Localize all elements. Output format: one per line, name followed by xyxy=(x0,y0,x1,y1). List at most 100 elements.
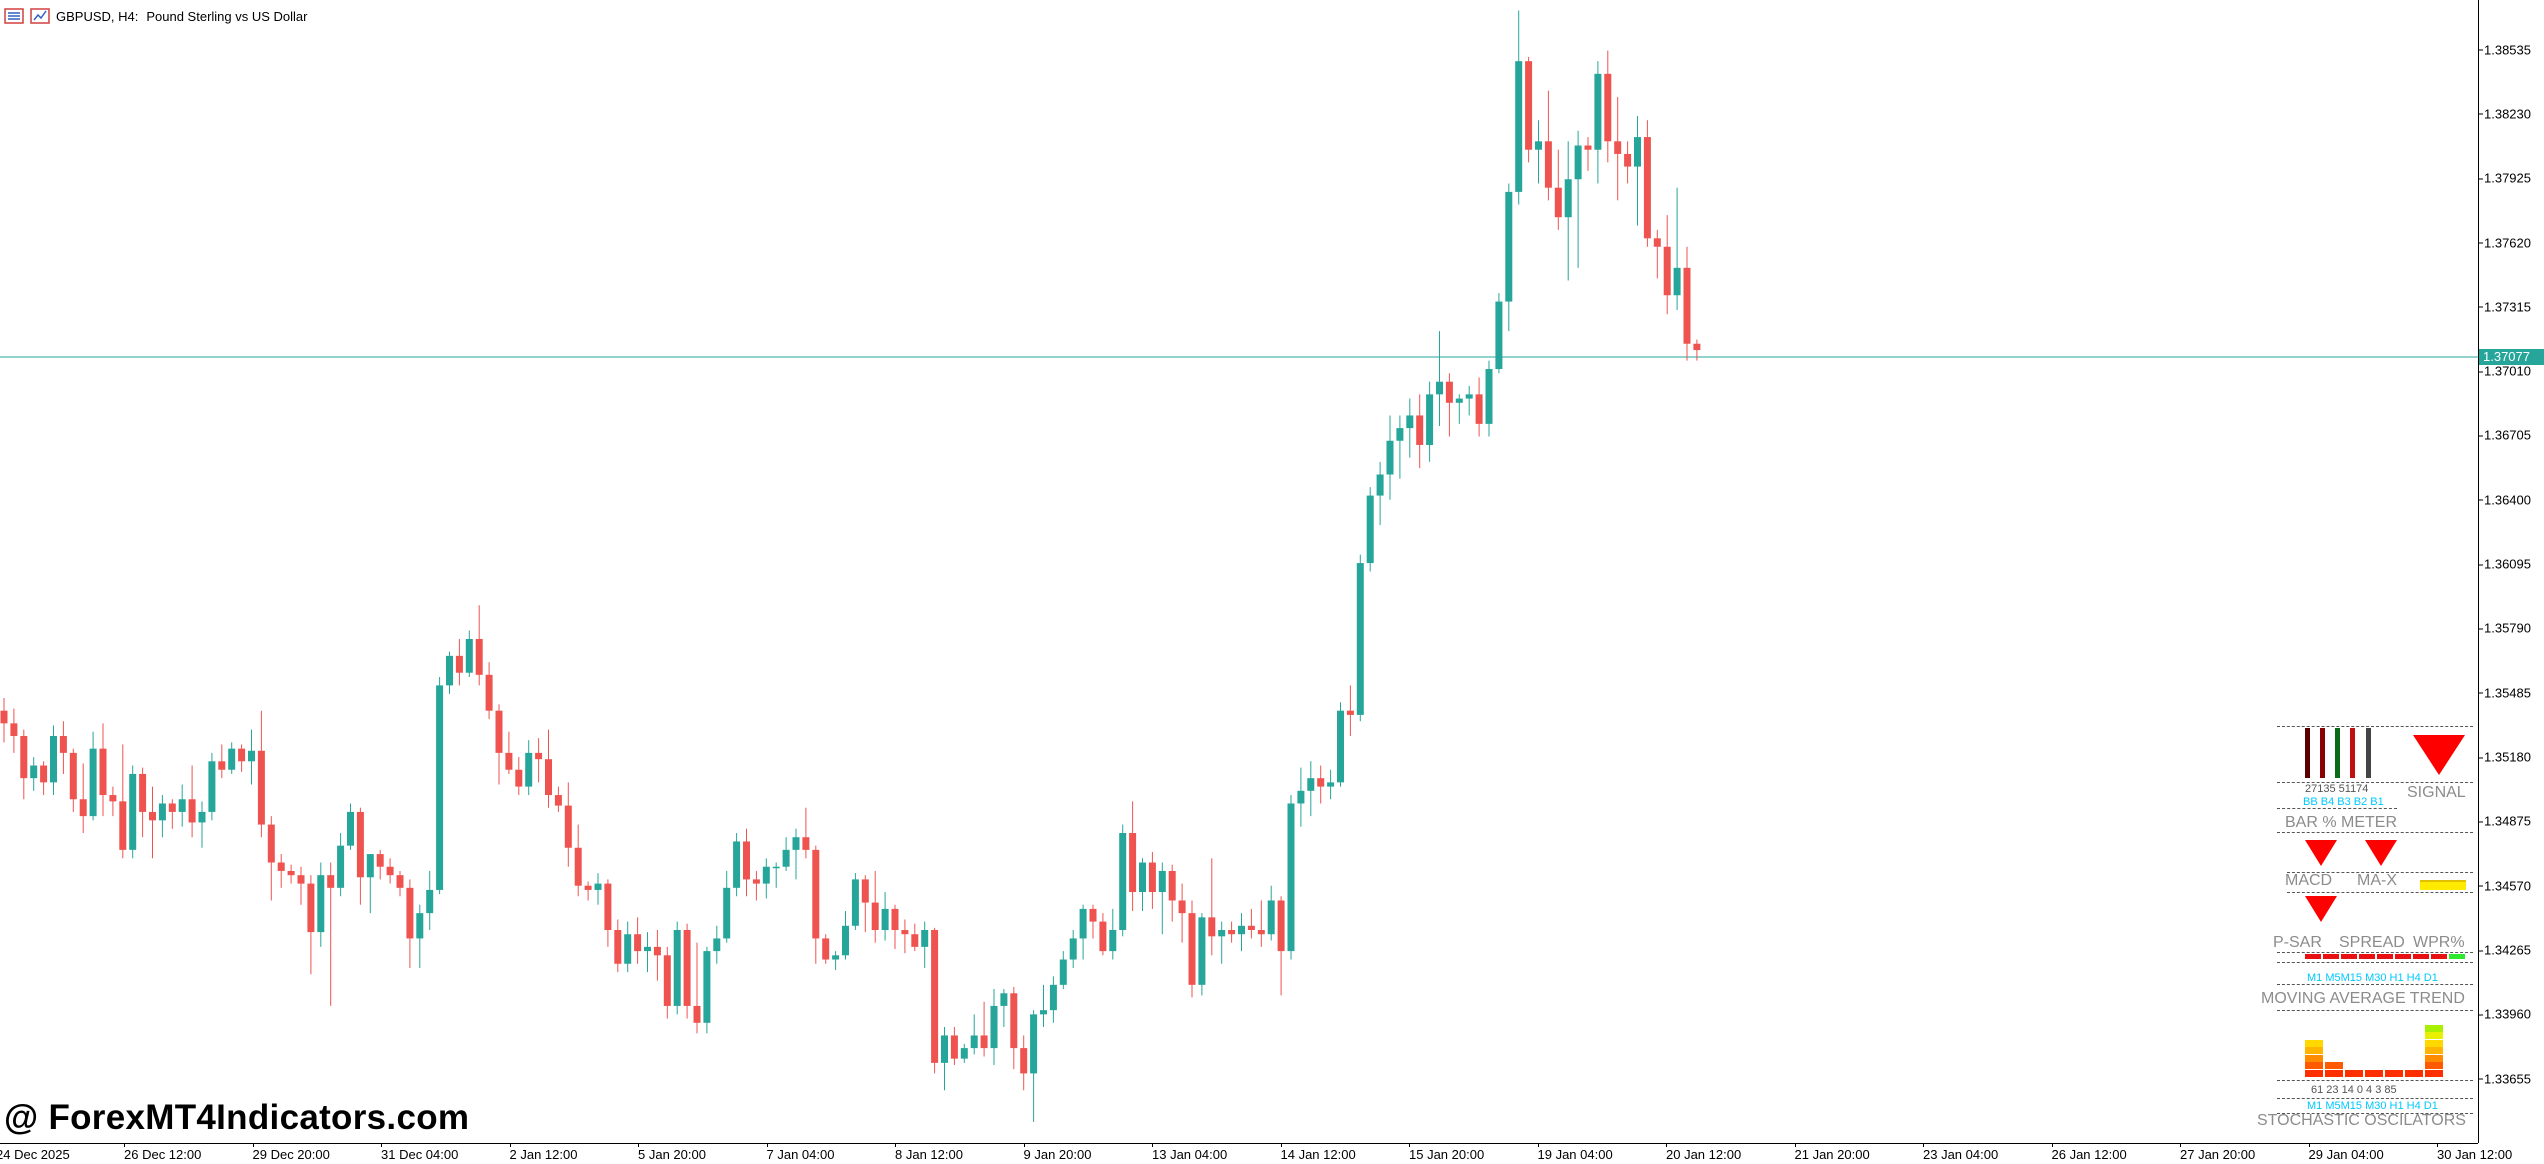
bear-candle-body xyxy=(455,655,463,673)
bear-candle-body xyxy=(1624,153,1632,167)
candlestick-chart[interactable] xyxy=(0,0,2478,1143)
candle xyxy=(109,786,117,817)
candle xyxy=(1238,913,1245,952)
chart-symbol: GBPUSD, H4: xyxy=(56,8,139,24)
candle xyxy=(1515,10,1523,205)
candle xyxy=(248,729,255,785)
bear-candle-body xyxy=(1188,913,1196,985)
bear-candle-body xyxy=(564,805,572,848)
candle xyxy=(139,767,147,838)
candle xyxy=(446,651,453,694)
price-tick-label: 1.37620 xyxy=(2479,235,2531,251)
wpr-label: WPR% xyxy=(2413,934,2465,951)
candle xyxy=(752,870,760,901)
candle xyxy=(1129,801,1137,912)
time-tick-label: 26 Jan 12:00 xyxy=(2051,1144,2127,1162)
candle xyxy=(624,921,632,973)
bull-candle-body xyxy=(1327,782,1335,787)
candle xyxy=(980,1001,988,1057)
stoch-segment xyxy=(2425,1032,2443,1039)
candle xyxy=(396,870,404,897)
candle xyxy=(1049,976,1057,1023)
stoch-segment xyxy=(2405,1069,2423,1077)
bull-candle-body xyxy=(990,1005,998,1049)
candle xyxy=(376,849,384,880)
bull-candle-body xyxy=(1049,984,1057,1011)
bull-candle-body xyxy=(1406,415,1414,429)
time-axis[interactable]: 24 Dec 2025 26 Dec 12:00 29 Dec 20:00 31 De… xyxy=(0,1143,2512,1164)
bull-candle-body xyxy=(1386,440,1394,475)
signal-label: SIGNAL xyxy=(2407,784,2466,801)
bull-candle-body xyxy=(89,748,97,817)
candle xyxy=(1307,761,1315,817)
candle xyxy=(1495,293,1503,374)
candle xyxy=(1584,137,1592,171)
spread-label: SPREAD xyxy=(2339,934,2405,951)
candle xyxy=(1436,331,1443,426)
candle xyxy=(455,638,463,686)
chart-description: Pound Sterling vs US Dollar xyxy=(146,8,308,24)
candle xyxy=(1317,765,1325,804)
bull-candle-body xyxy=(228,748,236,770)
bull-candle-body xyxy=(970,1035,978,1049)
bull-candle-body xyxy=(733,841,741,888)
candle xyxy=(743,828,750,897)
bull-candle-body xyxy=(465,638,473,673)
bull-candle-body xyxy=(1307,778,1315,791)
bull-candle-body xyxy=(337,845,345,888)
bear-candle-body xyxy=(495,710,503,753)
candle xyxy=(891,904,899,949)
bull-candle-body xyxy=(1564,179,1572,218)
bull-candle-body xyxy=(851,879,859,926)
watermark: @ ForexMT4Indicators.com xyxy=(4,1098,470,1137)
bull-candle-body xyxy=(881,908,889,931)
chart-area[interactable]: GBPUSD, H4: Pound Sterling vs US Dollar … xyxy=(0,0,2478,1143)
candle xyxy=(535,738,543,783)
bear-candle-body xyxy=(1544,141,1552,188)
bull-candle-body xyxy=(1485,369,1493,424)
psar-arrow-icon xyxy=(2305,896,2337,922)
bull-candle-body xyxy=(921,930,929,947)
bear-candle-body xyxy=(535,752,543,760)
candle xyxy=(703,946,711,1034)
candle xyxy=(297,866,305,905)
time-tick-label: 20 Jan 12:00 xyxy=(1666,1144,1742,1162)
price-tick-label: 1.38230 xyxy=(2479,106,2531,122)
price-axis[interactable]: 1.38535 1.38230 1.37925 1.37620 1.37315 1.370… xyxy=(2478,0,2544,1143)
candle xyxy=(99,723,107,817)
candle xyxy=(366,854,374,914)
price-tick-label: 1.34265 xyxy=(2479,942,2531,958)
candle xyxy=(762,858,770,899)
stoch-segment xyxy=(2305,1069,2323,1077)
bull-candle-body xyxy=(1465,394,1473,399)
candle xyxy=(1030,1010,1038,1122)
candle xyxy=(228,742,236,774)
current-price-label: 1.37077 xyxy=(2479,349,2544,366)
bull-candle-body xyxy=(723,887,731,939)
candle xyxy=(941,1027,948,1091)
bull-candle-body xyxy=(762,866,770,884)
candle xyxy=(485,662,493,720)
candle xyxy=(30,757,38,791)
candle xyxy=(1366,487,1374,572)
candle xyxy=(337,832,345,897)
candle xyxy=(1168,864,1176,922)
bear-candle-body xyxy=(901,930,909,935)
bull-candle-body xyxy=(1297,790,1305,804)
candle xyxy=(436,676,444,895)
candle xyxy=(188,765,196,838)
chart-type-icon[interactable] xyxy=(30,8,50,24)
candle xyxy=(1485,360,1493,437)
candle xyxy=(505,731,513,774)
bear-candle-body xyxy=(257,750,265,825)
candle xyxy=(1505,183,1513,332)
signal-bar xyxy=(2366,728,2371,778)
candle xyxy=(50,725,57,796)
bull-candle-body xyxy=(1396,428,1404,441)
bear-candle-body xyxy=(69,752,77,800)
bear-candle-body xyxy=(485,674,493,711)
window-list-icon[interactable] xyxy=(4,8,24,24)
bear-candle-body xyxy=(119,801,127,850)
bear-candle-body xyxy=(1089,908,1097,922)
candle xyxy=(1475,377,1483,437)
